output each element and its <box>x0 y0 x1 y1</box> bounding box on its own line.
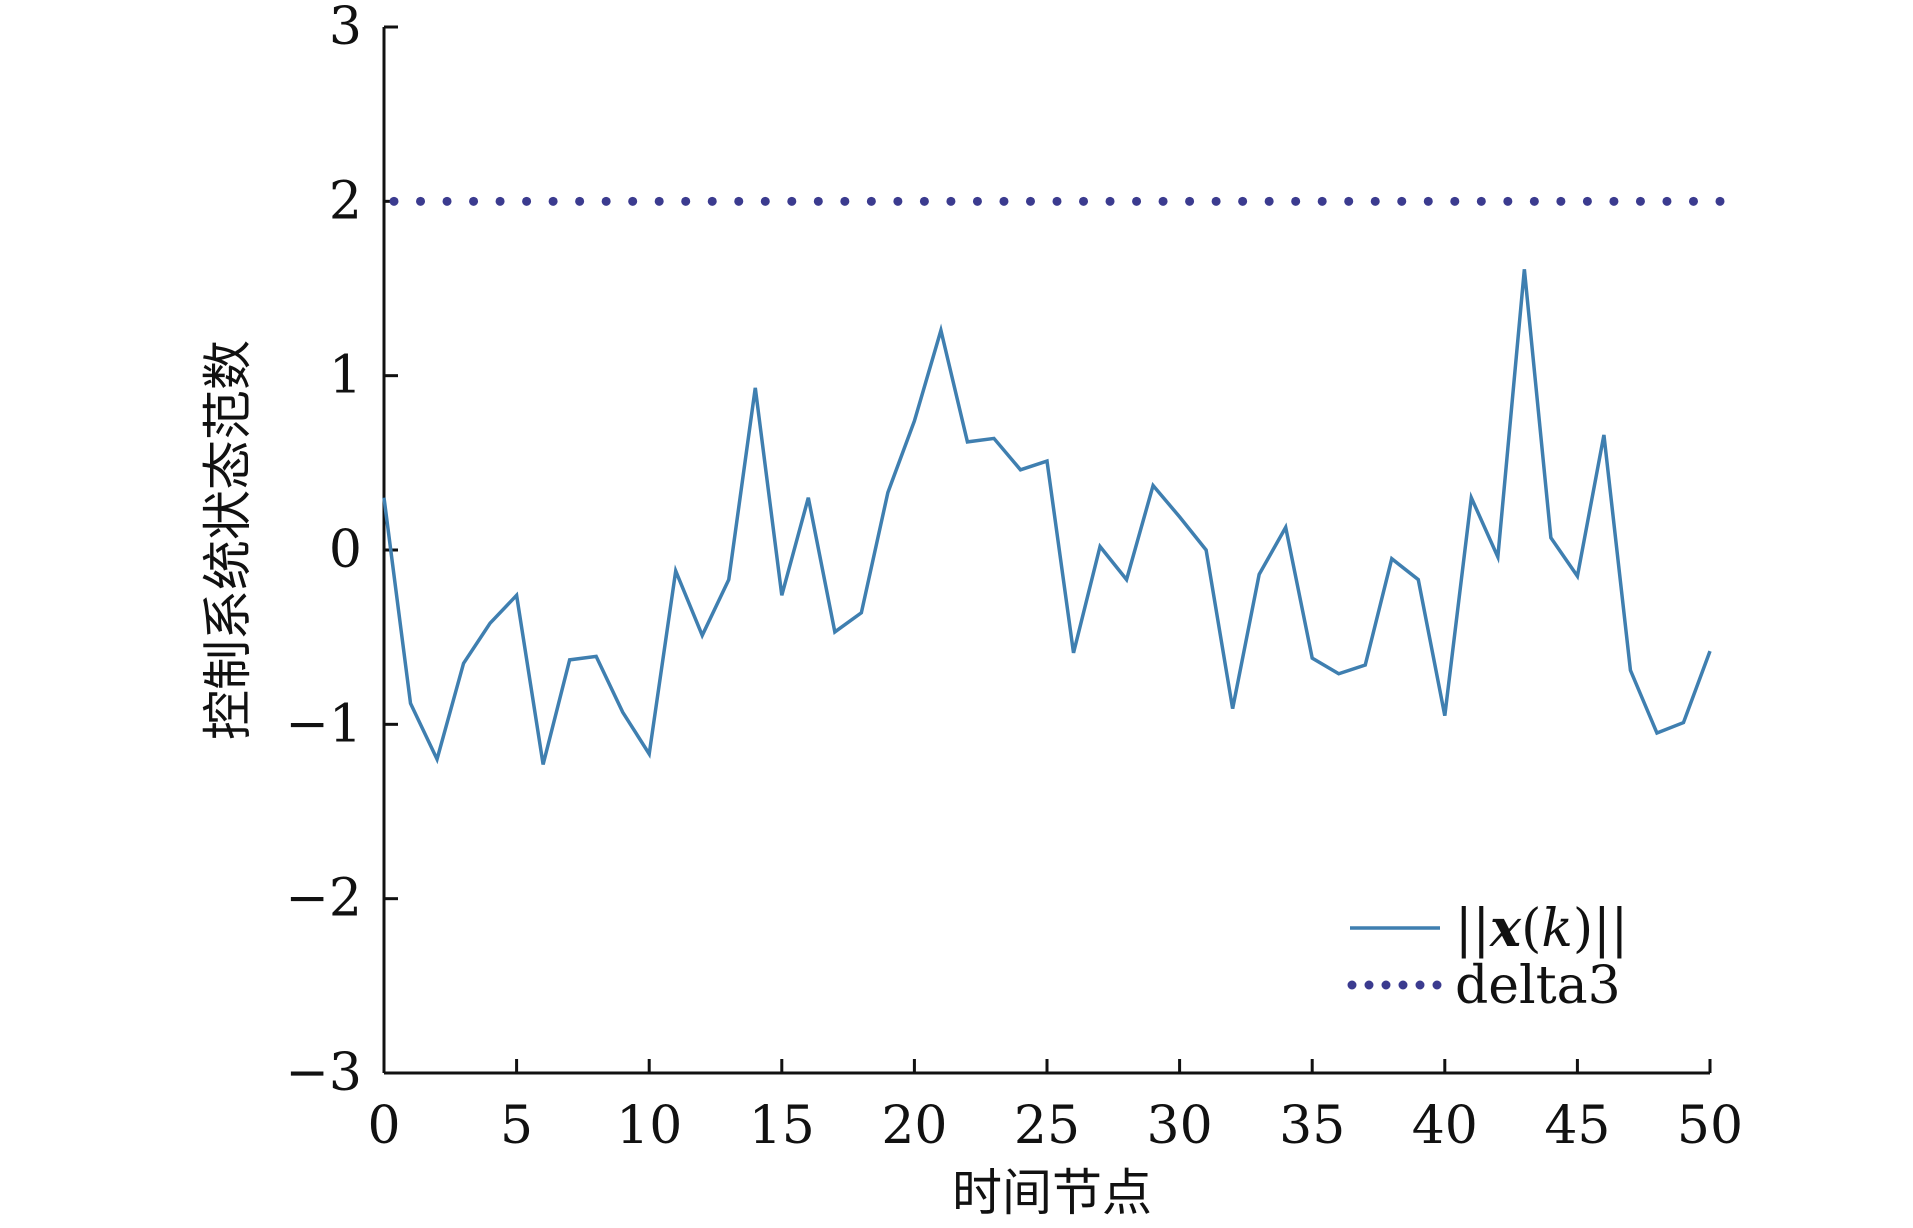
delta3-point <box>1688 196 1698 206</box>
legend-label-delta3: delta3 <box>1455 956 1621 1016</box>
delta3-point <box>734 196 744 206</box>
delta3-point <box>707 196 717 206</box>
delta3-point <box>522 196 532 206</box>
delta3-point <box>654 196 664 206</box>
legend-norm-k: k <box>1541 899 1573 959</box>
legend-norm-var: x <box>1489 898 1522 959</box>
delta3-point <box>1715 196 1725 206</box>
delta3-point <box>760 196 770 206</box>
delta3-point <box>469 196 479 206</box>
legend: ||x(k)|| delta3 <box>1347 898 1628 1016</box>
delta3-point <box>1052 196 1062 206</box>
delta3-point <box>1079 196 1089 206</box>
delta3-point <box>866 196 876 206</box>
delta3-point <box>1423 196 1433 206</box>
norm-series-line <box>382 269 1712 765</box>
delta3-point <box>442 196 452 206</box>
y-axis-label: 控制系统状态范数 <box>199 340 257 740</box>
y-ticks: 3 2 1 0 −1 −2 −3 <box>285 0 398 1103</box>
delta3-point <box>813 196 823 206</box>
y-tick-label: −3 <box>285 1043 362 1103</box>
legend-norm-paren: ( <box>1521 899 1541 959</box>
delta3-point <box>999 196 1009 206</box>
x-tick-label: 35 <box>1279 1096 1345 1156</box>
x-tick-label: 30 <box>1147 1096 1213 1156</box>
delta3-point <box>1582 196 1592 206</box>
delta3-point <box>1397 196 1407 206</box>
x-tick-label: 40 <box>1412 1096 1478 1156</box>
delta3-point <box>1132 196 1142 206</box>
delta3-point <box>1556 196 1566 206</box>
delta3-point <box>548 196 558 206</box>
delta3-point <box>1291 196 1301 206</box>
x-tick-label: 10 <box>616 1096 682 1156</box>
delta3-point <box>893 196 903 206</box>
x-tick-label: 15 <box>749 1096 815 1156</box>
y-tick-label: 2 <box>329 171 362 231</box>
series-layer <box>382 196 1725 765</box>
delta3-point <box>416 196 426 206</box>
delta3-point <box>1370 196 1380 206</box>
x-tick-label: 50 <box>1677 1096 1743 1156</box>
delta3-point <box>840 196 850 206</box>
legend-label-norm: ||x(k)|| <box>1455 898 1628 959</box>
delta3-point <box>919 196 929 206</box>
x-tick-label: 5 <box>500 1096 533 1156</box>
delta3-point <box>946 196 956 206</box>
y-tick-label: 3 <box>329 0 362 57</box>
delta3-point <box>575 196 585 206</box>
x-ticks: 0 5 10 15 20 25 30 35 40 45 50 <box>367 1059 1743 1156</box>
delta3-point <box>389 196 399 206</box>
delta3-point <box>1317 196 1327 206</box>
x-tick-label: 25 <box>1014 1096 1080 1156</box>
delta3-point <box>787 196 797 206</box>
delta3-point <box>1264 196 1274 206</box>
delta3-point <box>1238 196 1248 206</box>
delta3-point <box>1662 196 1672 206</box>
x-tick-label: 20 <box>881 1096 947 1156</box>
y-tick-label: 1 <box>329 346 362 406</box>
y-tick-label: 0 <box>329 520 362 580</box>
delta3-point <box>1025 196 1035 206</box>
delta3-point <box>1529 196 1539 206</box>
delta3-point <box>1609 196 1619 206</box>
delta3-point <box>1105 196 1115 206</box>
x-tick-label: 45 <box>1544 1096 1610 1156</box>
delta3-point <box>1503 196 1513 206</box>
x-tick-label: 0 <box>367 1096 400 1156</box>
delta3-point <box>1476 196 1486 206</box>
y-tick-label: −1 <box>285 694 362 754</box>
delta3-point <box>628 196 638 206</box>
delta3-point <box>1450 196 1460 206</box>
legend-norm-bars-open: || <box>1455 899 1490 959</box>
delta3-point <box>1344 196 1354 206</box>
legend-norm-close: )|| <box>1573 899 1628 959</box>
delta3-point <box>1158 196 1168 206</box>
delta3-point <box>601 196 611 206</box>
delta3-point <box>1635 196 1645 206</box>
y-tick-label: −2 <box>285 869 362 929</box>
x-axis-label: 时间节点 <box>952 1164 1152 1222</box>
delta3-point <box>495 196 505 206</box>
delta3-point <box>972 196 982 206</box>
delta3-point <box>1185 196 1195 206</box>
delta3-point <box>1211 196 1221 206</box>
delta3-point <box>681 196 691 206</box>
